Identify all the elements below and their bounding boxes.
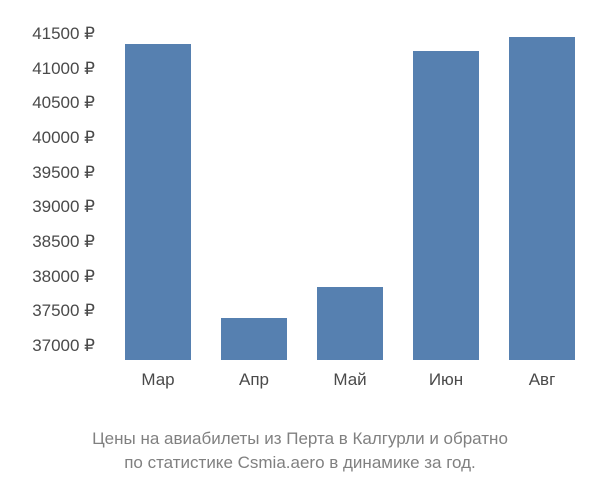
price-bar-chart: 37000 ₽ 37500 ₽ 38000 ₽ 38500 ₽ 39000 ₽ 39500…	[10, 20, 590, 400]
y-tick-label: 41000 ₽	[32, 59, 95, 79]
bar	[413, 51, 478, 360]
bar	[221, 318, 286, 360]
y-tick-label: 41500 ₽	[32, 24, 95, 44]
y-tick-label: 38000 ₽	[32, 267, 95, 287]
bar	[317, 287, 382, 360]
y-tick-label: 39000 ₽	[32, 197, 95, 217]
y-tick-label: 40000 ₽	[32, 128, 95, 148]
x-tick-label: Апр	[239, 370, 269, 390]
x-axis: Мар Апр Май Июн Авг	[110, 370, 590, 400]
chart-caption: Цены на авиабилеты из Перта в Калгурли и…	[0, 427, 600, 475]
y-tick-label: 37500 ₽	[32, 301, 95, 321]
y-tick-label: 39500 ₽	[32, 163, 95, 183]
x-tick-label: Июн	[429, 370, 463, 390]
y-tick-label: 38500 ₽	[32, 232, 95, 252]
bar	[125, 44, 190, 360]
caption-line-2: по статистике Csmia.aero в динамике за г…	[124, 453, 476, 472]
bar	[509, 37, 574, 360]
x-tick-label: Май	[333, 370, 366, 390]
y-axis: 37000 ₽ 37500 ₽ 38000 ₽ 38500 ₽ 39000 ₽ 39500…	[10, 20, 105, 360]
plot-area	[110, 20, 590, 360]
y-tick-label: 40500 ₽	[32, 93, 95, 113]
x-tick-label: Мар	[141, 370, 174, 390]
x-tick-label: Авг	[529, 370, 556, 390]
y-tick-label: 37000 ₽	[32, 336, 95, 356]
caption-line-1: Цены на авиабилеты из Перта в Калгурли и…	[92, 429, 508, 448]
